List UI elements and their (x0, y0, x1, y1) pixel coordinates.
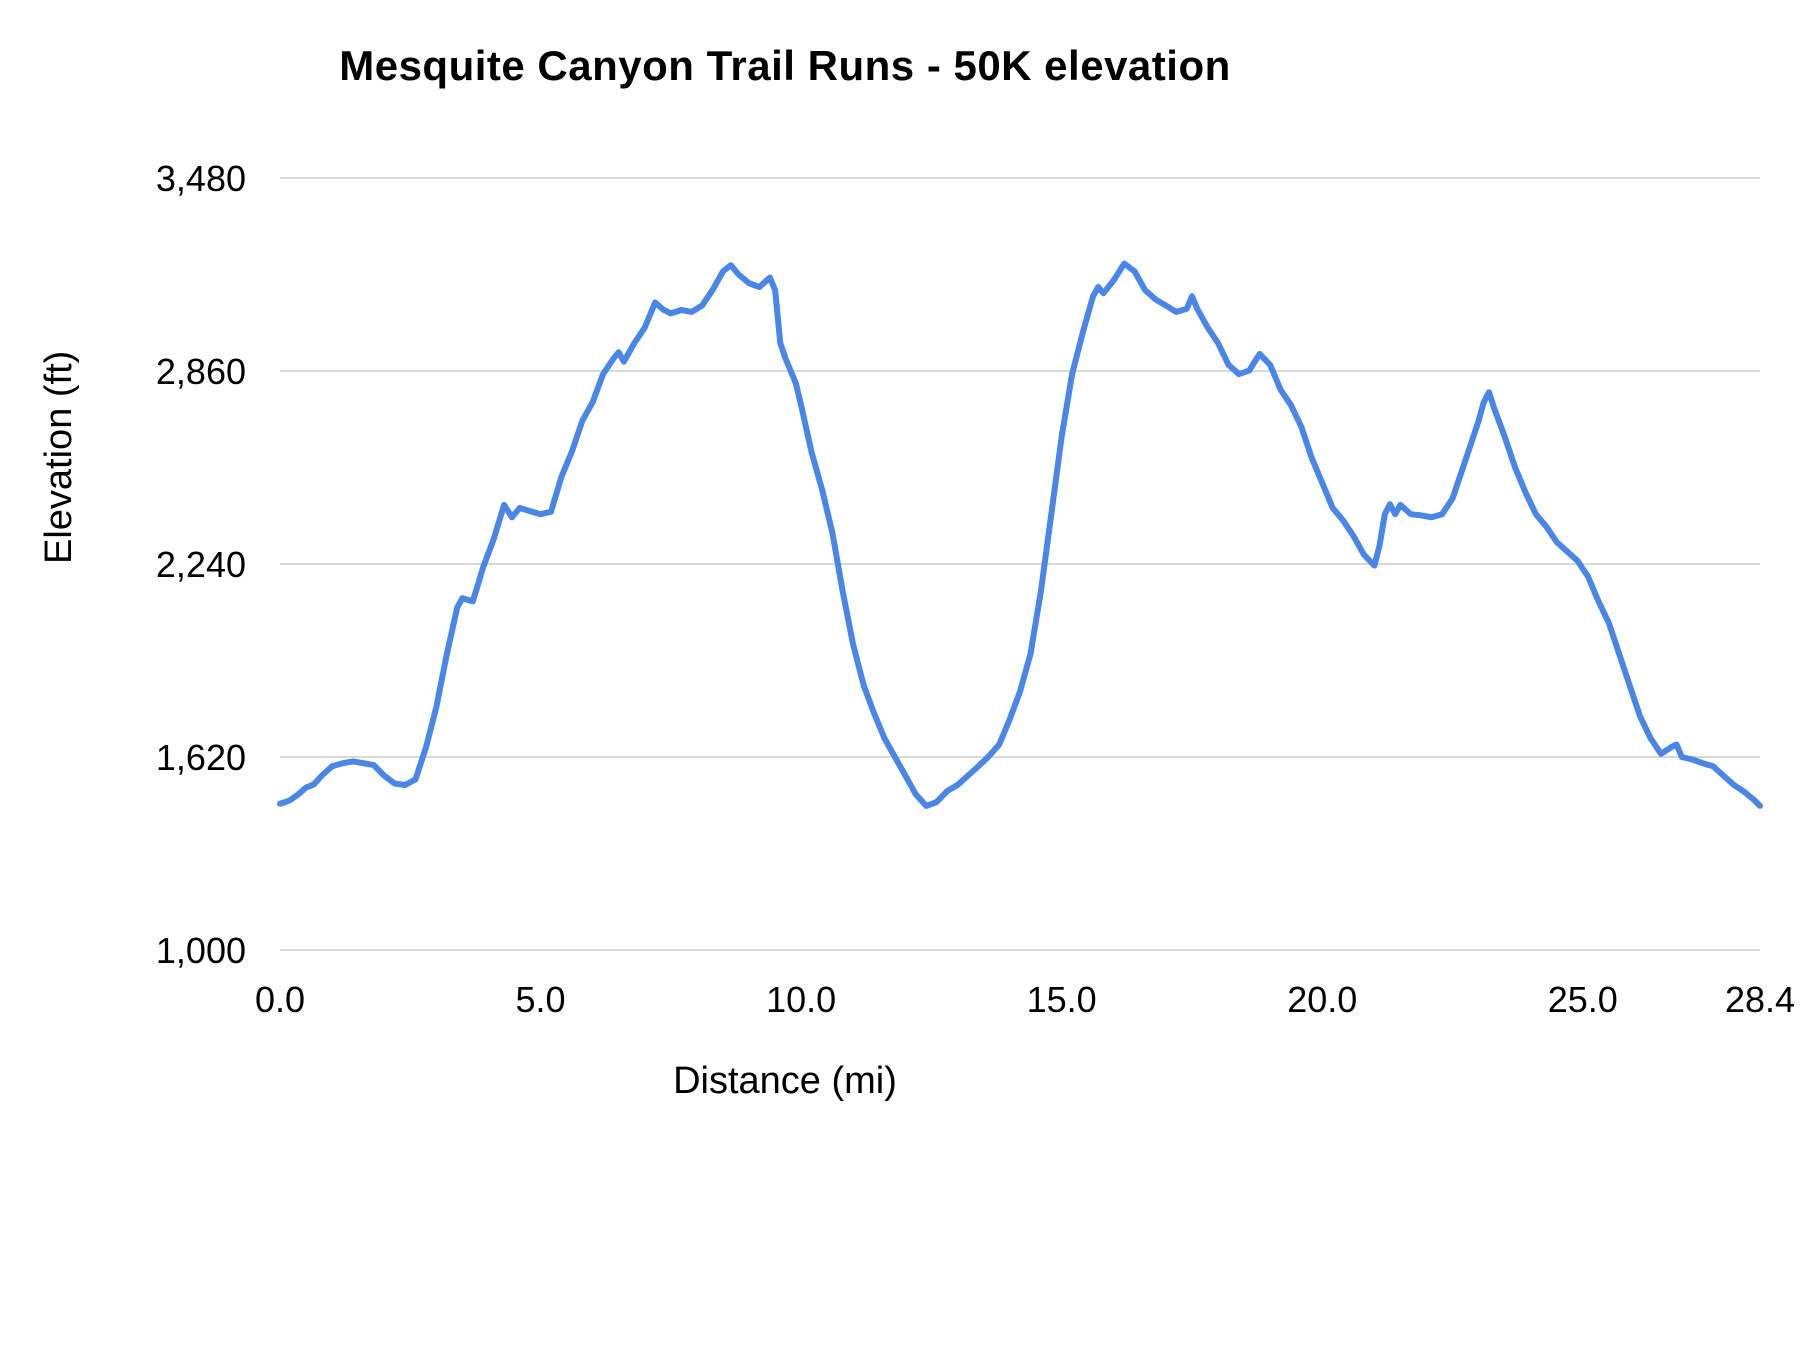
x-tick-label: 20.0 (1287, 979, 1357, 1020)
y-tick-label: 2,240 (156, 544, 246, 585)
x-tick-label: 15.0 (1027, 979, 1097, 1020)
x-tick-label: 28.4 (1725, 979, 1795, 1020)
x-tick-label: 25.0 (1548, 979, 1618, 1020)
y-tick-label: 1,000 (156, 930, 246, 971)
y-tick-label: 2,860 (156, 351, 246, 392)
chart-title: Mesquite Canyon Trail Runs - 50K elevati… (339, 42, 1231, 89)
y-tick-label: 1,620 (156, 737, 246, 778)
elevation-line (277, 260, 1763, 809)
x-axis-title: Distance (mi) (673, 1060, 897, 1102)
x-tick-label: 0.0 (255, 979, 305, 1020)
x-tick-label: 10.0 (766, 979, 836, 1020)
x-tick-label: 5.0 (516, 979, 566, 1020)
plot-area: 1,000 1,620 2,240 2,860 3,480 0.0 5.0 10.0 15.0 2… (156, 158, 1795, 1020)
y-tick-label: 3,480 (156, 158, 246, 199)
